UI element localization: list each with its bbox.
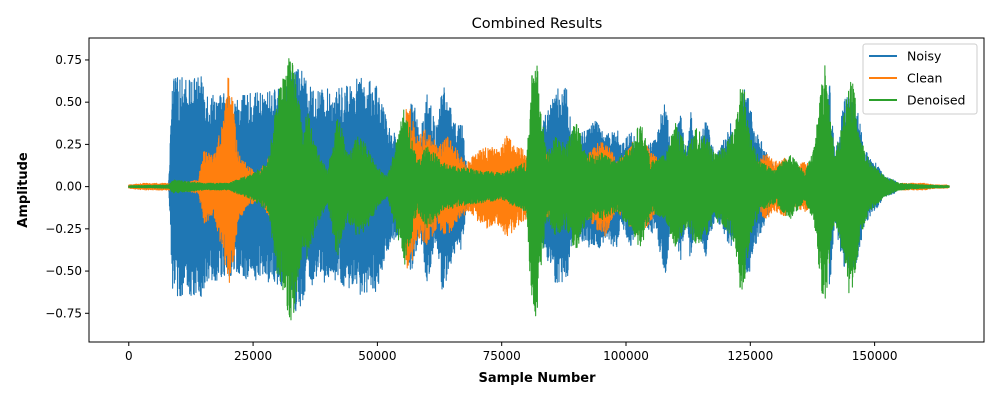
y-tick-label: 0.50 [55,95,82,109]
x-axis-label: Sample Number [479,371,597,386]
y-axis: −0.75 −0.50 −0.25 0.00 0.25 0.50 0.75 [45,53,89,320]
chart-title: Combined Results [472,16,603,32]
y-tick-label: −0.75 [45,306,82,320]
x-tick-label: 100000 [603,349,649,363]
y-axis-label: Amplitude [16,152,31,228]
legend-label-clean: Clean [907,71,942,86]
y-tick-label: −0.50 [45,264,82,278]
y-tick-label: 0.75 [55,53,82,67]
x-tick-label: 0 [125,349,133,363]
x-tick-label: 150000 [852,349,898,363]
x-tick-label: 50000 [358,349,396,363]
y-tick-label: −0.25 [45,222,82,236]
plot-frame [88,37,985,343]
x-tick-label: 25000 [234,349,272,363]
y-tick-label: 0.25 [55,137,82,151]
y-tick-label: 0.00 [55,180,82,194]
x-tick-label: 75000 [483,349,521,363]
x-tick-label: 125000 [727,349,773,363]
legend: Noisy Clean Denoised [862,43,978,115]
x-axis: 0 25000 50000 75000 100000 125000 150000 [125,342,898,363]
legend-label-denoised: Denoised [907,93,966,108]
legend-box [862,43,978,115]
series-layer [128,58,950,321]
legend-label-noisy: Noisy [907,49,942,64]
series-line-denoised [128,58,950,321]
